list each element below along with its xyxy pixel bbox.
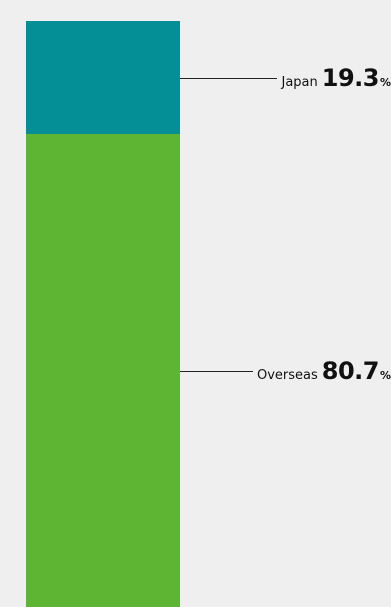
value-label: 80.7 [321, 356, 380, 385]
category-label: Overseas [256, 367, 318, 383]
data-label-overseas: Overseas 80.7 % [257, 357, 391, 385]
bar-segment-overseas [26, 134, 180, 607]
bar-segment-japan [26, 21, 180, 135]
leader-line-japan [180, 77, 278, 79]
data-label-japan: Japan 19.3 % [281, 64, 391, 92]
unit-label: % [379, 75, 391, 89]
leader-line-overseas [180, 370, 253, 372]
category-label: Japan [281, 74, 318, 90]
unit-label: % [379, 368, 391, 382]
value-label: 19.3 [321, 63, 380, 92]
